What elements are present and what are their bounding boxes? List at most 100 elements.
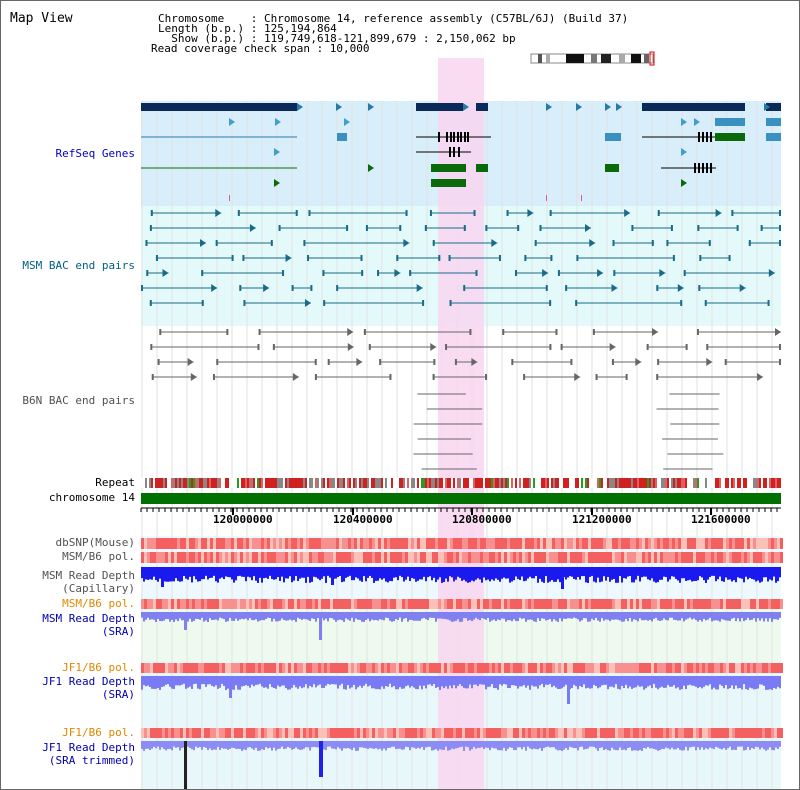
track-label-b6n-bac[interactable]: B6N BAC end pairs [22, 394, 135, 407]
msm-b6-pol-mark [279, 552, 282, 563]
msm-b6-pol-mark [702, 552, 705, 563]
jf1-b6-pol-mark [540, 663, 543, 673]
dbsnp-mark [648, 538, 651, 549]
repeat-mark [387, 478, 389, 488]
msm-depth-sra [711, 612, 713, 622]
jf1-b6-pol-mark [447, 663, 450, 673]
msm-depth-capillary [551, 567, 553, 581]
msm-b6-pol2-mark [705, 599, 708, 609]
msm-b6-pol-mark [507, 552, 510, 563]
repeat-mark [227, 478, 229, 488]
repeat-mark [165, 478, 167, 488]
repeat-mark [363, 478, 365, 488]
jf1-b6-pol2-mark [669, 728, 672, 738]
msm-depth-capillary [385, 567, 387, 582]
jf1-depth-sra [201, 676, 203, 685]
jf1-depth-trimmed [751, 741, 753, 748]
msm-b6-pol-mark [645, 552, 648, 563]
msm-depth-capillary [545, 567, 547, 577]
repeat-mark [415, 478, 417, 488]
msm-bac-end [760, 225, 763, 231]
msm-b6-pol2-mark [612, 599, 615, 609]
exon-mark [457, 132, 459, 142]
msm-depth-sra [613, 612, 615, 620]
msm-depth-sra [297, 612, 299, 618]
jf1-b6-pol2-mark [558, 728, 561, 738]
repeat-mark [331, 478, 333, 488]
msm-depth-capillary [751, 567, 753, 579]
gene-arrow [336, 103, 342, 111]
jf1-depth-sra [507, 676, 509, 689]
msm-b6-pol2-mark [639, 599, 642, 609]
jf1-depth-trimmed [381, 741, 383, 751]
repeat-mark [345, 478, 347, 488]
repeat-mark [745, 478, 747, 488]
msm-depth-capillary [361, 567, 363, 582]
msm-bac-end [149, 300, 152, 306]
msm-b6-pol2-mark [609, 599, 612, 609]
msm-depth-sra [661, 612, 663, 621]
msm-b6-pol2-mark [369, 599, 372, 609]
jf1-b6-pol2-mark [576, 728, 579, 738]
track-label-msm-bac[interactable]: MSM BAC end pairs [22, 259, 135, 272]
msm-bac-end [429, 210, 432, 216]
msm-depth-capillary [773, 567, 775, 577]
b6n-bac-end [706, 344, 709, 350]
msm-b6-pol2-mark [759, 599, 762, 609]
msm-b6-pol-mark [231, 552, 234, 563]
jf1-depth-sra [619, 676, 621, 690]
msm-depth-sra [757, 612, 759, 619]
repeat-mark [189, 478, 191, 488]
msm-depth-sra [369, 612, 371, 622]
jf1-depth-trimmed [437, 741, 439, 751]
msm-b6-pol2-mark [579, 599, 582, 609]
repeat-mark [353, 478, 355, 488]
gene-block [766, 103, 781, 111]
repeat-mark [293, 478, 295, 488]
msm-b6-pol-mark [168, 552, 171, 563]
jf1-depth-sra [253, 676, 255, 687]
msm-depth-sra [635, 612, 637, 620]
msm-depth-capillary [459, 567, 461, 578]
jf1-depth-trimmed [629, 741, 631, 748]
jf1-b6-pol-mark [690, 663, 693, 673]
msm-b6-pol2-mark [630, 599, 633, 609]
repeat-mark [325, 478, 327, 488]
msm-depth-capillary [235, 567, 237, 581]
repeat-mark [159, 478, 161, 488]
msm-depth-capillary [749, 567, 751, 578]
jf1-depth-sra [717, 676, 719, 690]
repeat-mark [647, 478, 649, 488]
msm-b6-pol-mark [186, 552, 189, 563]
msm-b6-pol-mark [561, 552, 564, 563]
jf1-depth-trimmed [187, 741, 189, 747]
repeat-mark [557, 478, 559, 488]
msm-depth-capillary [373, 567, 375, 583]
msm-depth-sra [355, 612, 357, 619]
jf1-depth-trimmed [391, 741, 393, 747]
msm-depth-capillary [753, 567, 755, 580]
jf1-depth-trimmed [181, 741, 183, 749]
jf1-depth-trimmed [353, 741, 355, 748]
repeat-mark [481, 478, 483, 488]
jf1-b6-pol-mark [771, 663, 774, 673]
msm-b6-pol2-mark [282, 599, 285, 609]
jf1-depth-trimmed [679, 741, 681, 750]
msm-b6-pol2-mark [219, 599, 222, 609]
jf1-b6-pol-mark [249, 663, 252, 673]
jf1-b6-pol-mark [288, 663, 291, 673]
repeat-mark [529, 478, 531, 488]
jf1-b6-pol-mark [420, 663, 423, 673]
dbsnp-mark [444, 538, 447, 549]
msm-depth-sra [215, 612, 217, 620]
jf1-depth-sra [481, 676, 483, 685]
msm-b6-pol-mark [399, 552, 402, 563]
jf1-b6-pol2-mark [426, 728, 429, 738]
repeat-mark [631, 478, 633, 488]
msm-b6-pol2-mark [366, 599, 369, 609]
dbsnp-mark [690, 538, 693, 549]
track-label-refseq[interactable]: RefSeq Genes [55, 147, 135, 160]
msm-b6-pol-mark [717, 552, 720, 563]
msm-depth-sra [611, 612, 613, 620]
